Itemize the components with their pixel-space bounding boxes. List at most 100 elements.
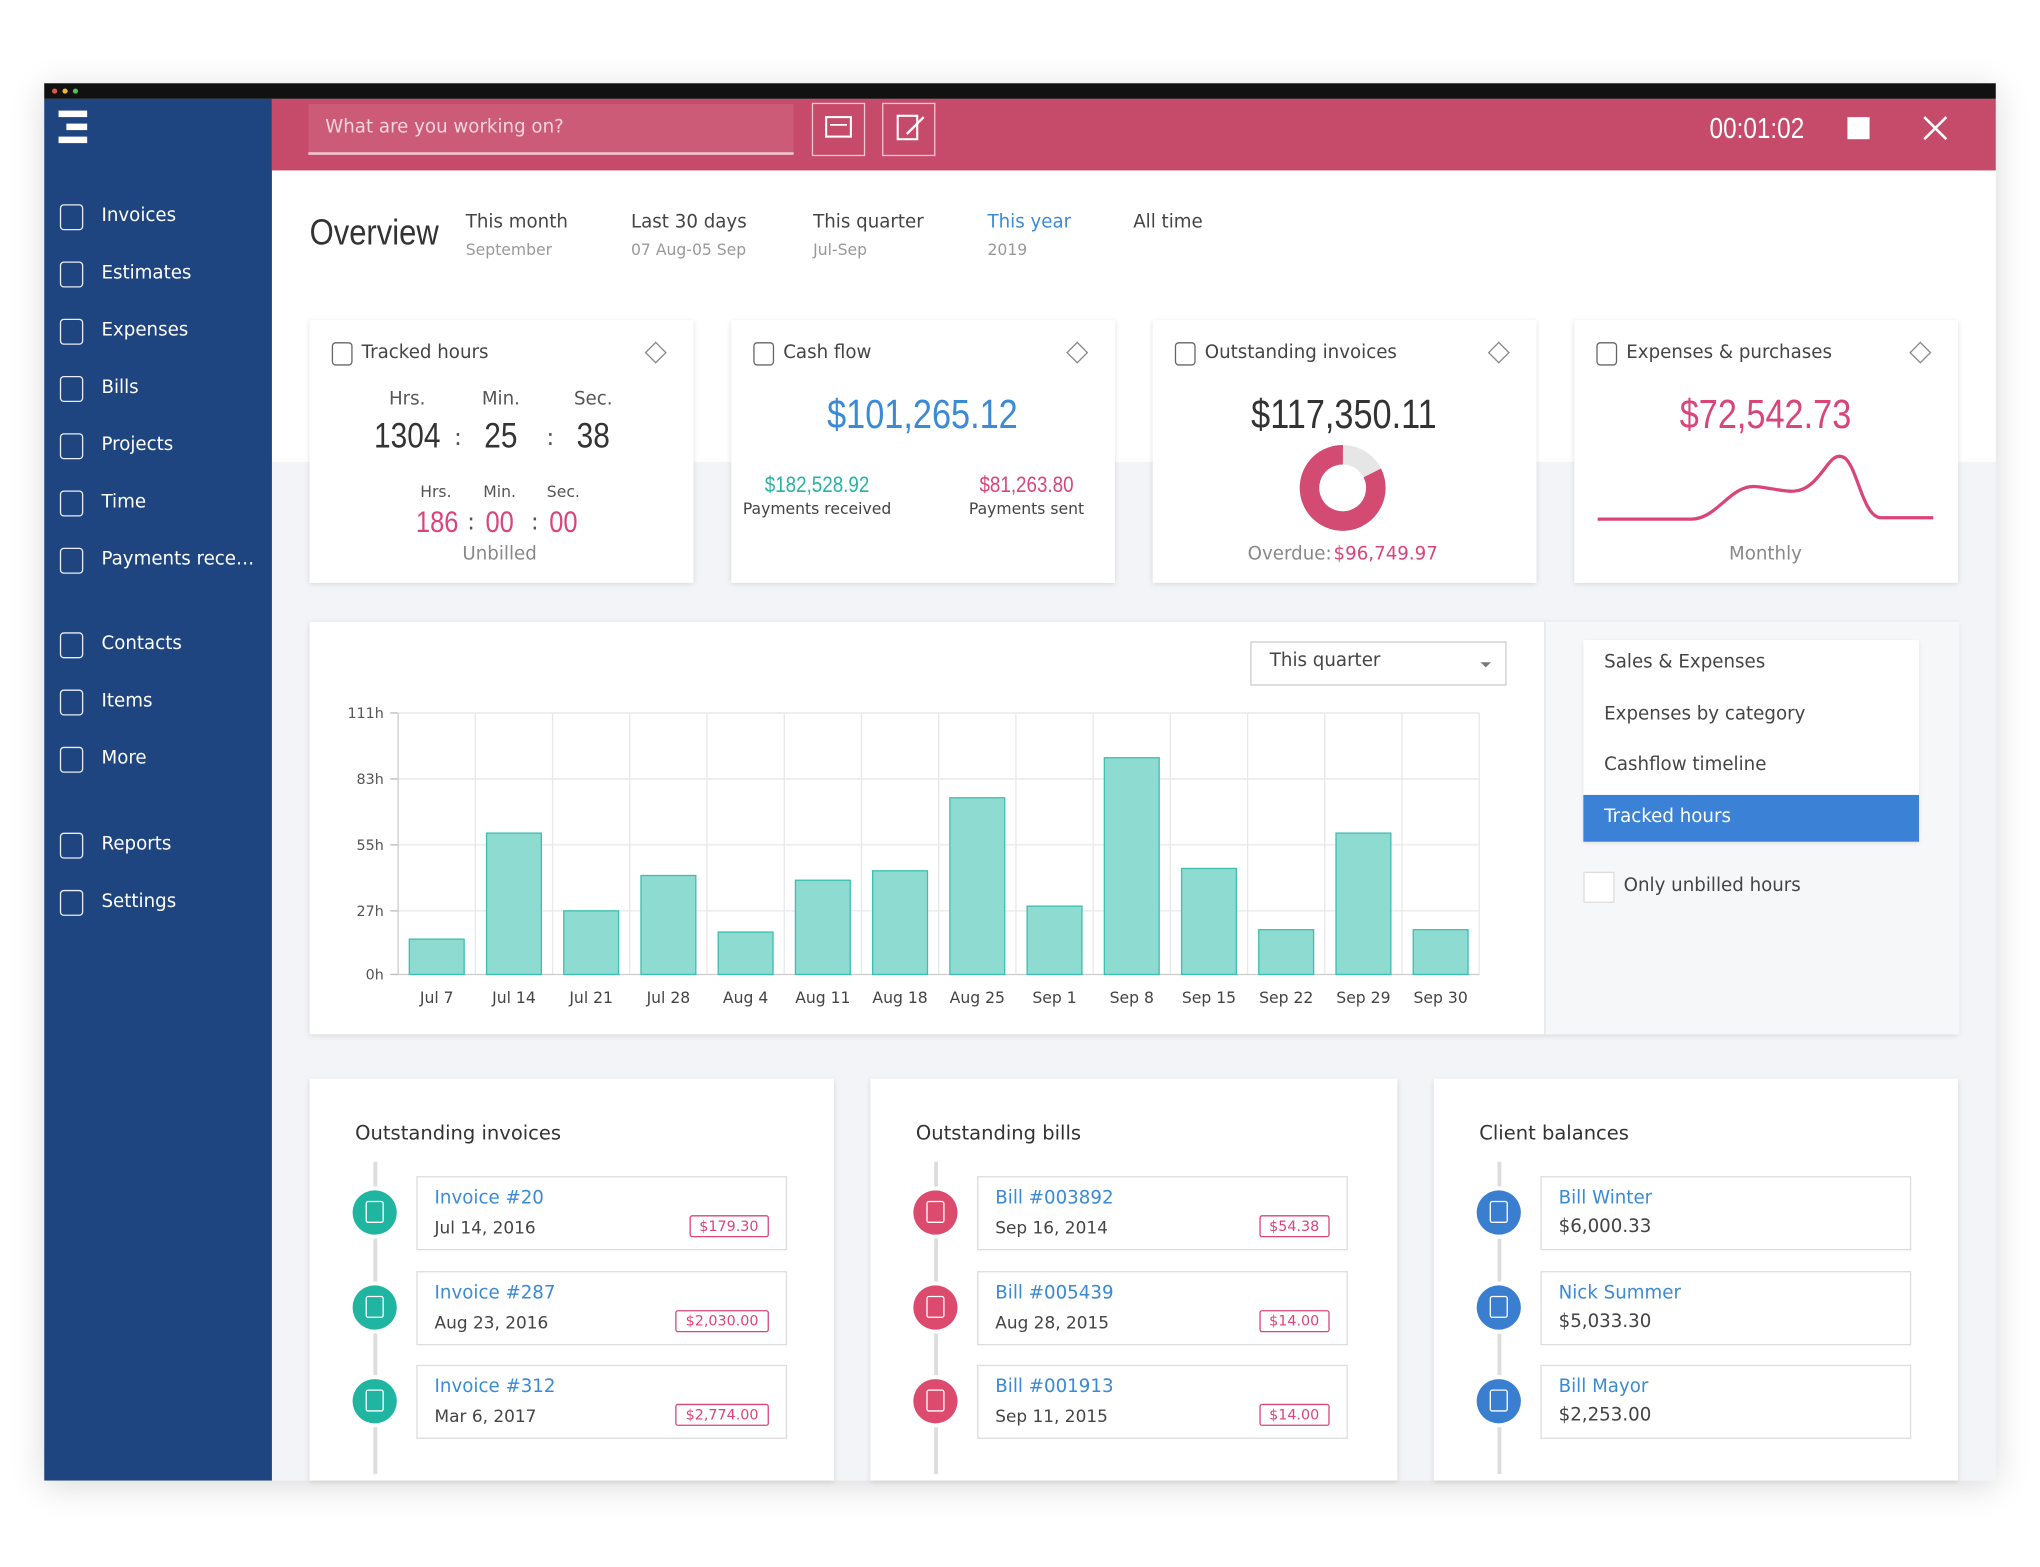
card-icon (1596, 342, 1618, 366)
item-title: Bill Mayor (1558, 1376, 1649, 1398)
logo[interactable] (58, 110, 88, 145)
amount-badge: $179.30 (688, 1215, 769, 1238)
nav-icon (59, 375, 84, 403)
unit-label: Hrs. (388, 389, 426, 410)
range-dropdown[interactable] (1250, 641, 1507, 686)
list-item[interactable] (416, 1176, 788, 1251)
chart-tab[interactable]: Tracked hours (1604, 806, 1731, 828)
nav-label: Contacts (101, 633, 182, 655)
page-title: Overview (309, 212, 439, 253)
overdue-label: Overdue: (1247, 543, 1332, 565)
list-item[interactable] (416, 1270, 788, 1345)
card-title: Tracked hours (361, 342, 489, 363)
checkbox[interactable] (1583, 871, 1615, 903)
list-item[interactable] (977, 1364, 1348, 1439)
item-date: Mar 6, 2017 (434, 1407, 537, 1428)
period-label[interactable]: This quarter (813, 212, 924, 233)
period-label[interactable]: Last 30 days (630, 212, 747, 233)
nav-icon (59, 490, 84, 517)
item-date: Aug 28, 2015 (995, 1313, 1110, 1333)
nav-icon (59, 889, 84, 916)
list-item[interactable] (977, 1176, 1348, 1251)
tab-selected[interactable] (1583, 794, 1920, 842)
list-icon-glyph (365, 1200, 384, 1223)
list-item[interactable] (1540, 1270, 1912, 1345)
window-dot[interactable] (52, 88, 58, 94)
card-title: Outstanding invoices (1204, 342, 1397, 363)
total-value: 25 (484, 416, 518, 456)
note-icon (905, 116, 925, 135)
sent-amount: $81,263.80 (979, 472, 1074, 497)
unbilled-value: 00 (549, 504, 578, 539)
unit-label: Min. (483, 482, 516, 501)
overdue-amount: $96,749.97 (1333, 543, 1438, 565)
card-icon (1174, 342, 1196, 366)
item-title: Invoice #20 (434, 1187, 544, 1209)
period-label[interactable]: This month (465, 212, 568, 233)
list-item[interactable] (977, 1270, 1348, 1345)
item-date: Aug 23, 2016 (434, 1313, 549, 1333)
nav-label: Payments rece… (101, 549, 255, 570)
list-icon-glyph (926, 1295, 945, 1318)
list-icon (352, 1190, 397, 1235)
unbilled-value: 186 (415, 504, 459, 539)
timer: 00:01:02 (1709, 111, 1805, 145)
list-icon-glyph (1489, 1389, 1508, 1412)
chart-tab[interactable]: Cashflow timeline (1604, 754, 1767, 776)
unit-label: Hrs. (420, 482, 452, 501)
nav-icon (59, 204, 84, 231)
nav-icon (59, 433, 84, 460)
outstanding-amount: $117,350.11 (1251, 391, 1437, 438)
item-amount: $6,000.33 (1558, 1216, 1652, 1238)
list-item[interactable] (1540, 1364, 1912, 1439)
note-button[interactable] (882, 102, 936, 157)
stop-button[interactable] (1847, 117, 1870, 140)
list-icon (913, 1284, 958, 1329)
nav-icon (59, 689, 84, 716)
item-date: Jul 14, 2016 (434, 1219, 536, 1239)
briefcase-icon (825, 116, 852, 138)
chart-tab[interactable]: Sales & Expenses (1604, 651, 1766, 673)
period-label[interactable]: This year (987, 212, 1072, 233)
period-sub: September (465, 240, 553, 259)
item-date: Sep 11, 2015 (995, 1407, 1108, 1428)
separator: : (467, 508, 475, 537)
card-tracked-hours (309, 320, 694, 583)
amount-badge: $14.00 (1258, 1403, 1330, 1426)
period-sub: 2019 (987, 240, 1028, 259)
checkbox-label: Only unbilled hours (1623, 875, 1801, 897)
cash-flow-amount: $101,265.12 (827, 391, 1018, 438)
nav-label: Estimates (101, 262, 192, 284)
item-title: Bill #005439 (995, 1282, 1114, 1303)
item-title: Bill #003892 (995, 1187, 1114, 1209)
list-icon (1476, 1284, 1521, 1329)
list-item[interactable] (1540, 1176, 1912, 1251)
range-dropdown-label: This quarter (1269, 650, 1381, 672)
total-value: 1304 (374, 416, 441, 456)
period-sub: 07 Aug-05 Sep (630, 240, 747, 259)
nav-label: Time (101, 491, 147, 513)
list-icon-glyph (365, 1389, 384, 1412)
separator: : (530, 508, 539, 537)
logo-bar (66, 123, 88, 131)
search-input[interactable] (308, 104, 794, 155)
nav-label: Bills (101, 377, 139, 399)
list-icon-glyph (1489, 1295, 1508, 1318)
received-label: Payments received (742, 499, 892, 518)
nav-icon (59, 261, 84, 288)
item-title: Nick Summer (1558, 1282, 1681, 1303)
list-item[interactable] (416, 1364, 788, 1439)
project-button[interactable] (811, 102, 866, 157)
chart-tab[interactable]: Expenses by category (1604, 703, 1806, 725)
sent-label: Payments sent (968, 499, 1085, 518)
window-dot[interactable] (62, 88, 68, 94)
nav-label: Reports (101, 833, 172, 855)
amount-badge: $14.00 (1258, 1309, 1330, 1332)
period-label[interactable]: All time (1133, 212, 1203, 233)
window-dot[interactable] (72, 88, 79, 94)
logo-bar (58, 136, 88, 144)
close-button[interactable] (1923, 116, 1948, 141)
list-icon-glyph (926, 1200, 945, 1223)
nav-icon (59, 318, 84, 345)
